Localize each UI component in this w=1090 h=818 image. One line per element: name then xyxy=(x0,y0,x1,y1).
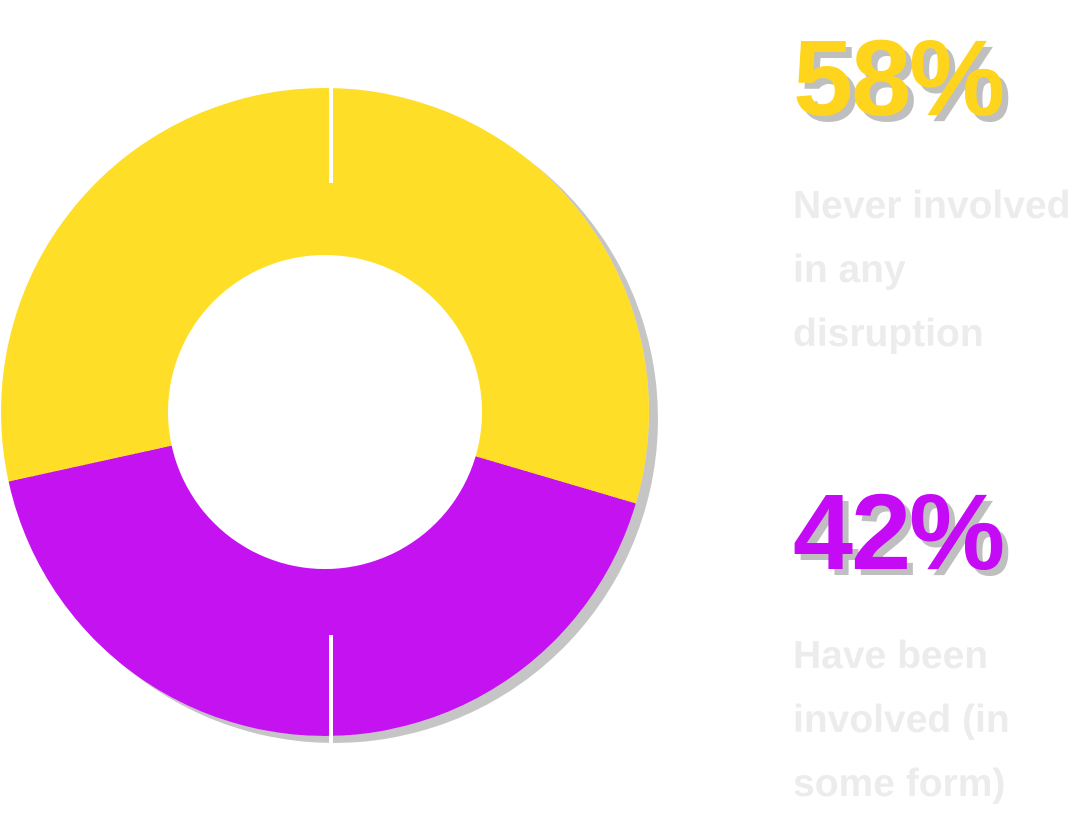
description-line: disruption xyxy=(793,312,984,355)
leader-line-bottom-vertical xyxy=(329,635,333,790)
leader-line-top-horizontal xyxy=(328,33,713,38)
top-segment-percent: 58% xyxy=(793,17,1005,138)
leader-line-bottom-horizontal xyxy=(328,785,713,790)
description-line: Have been xyxy=(793,634,989,677)
bottom-segment-description: Have been involved (in some form) xyxy=(793,624,1088,816)
bottom-segment-percent: 42% xyxy=(793,471,1005,592)
donut-hole xyxy=(168,255,482,569)
leader-line-top-vertical xyxy=(329,33,333,183)
description-line: in any xyxy=(793,248,906,291)
top-segment-description: Never involved in any disruption xyxy=(793,174,1088,366)
description-line: Never involved xyxy=(793,184,1071,227)
description-line: involved (in xyxy=(793,698,1010,741)
donut-chart xyxy=(1,88,649,736)
description-line: some form) xyxy=(793,762,1006,805)
